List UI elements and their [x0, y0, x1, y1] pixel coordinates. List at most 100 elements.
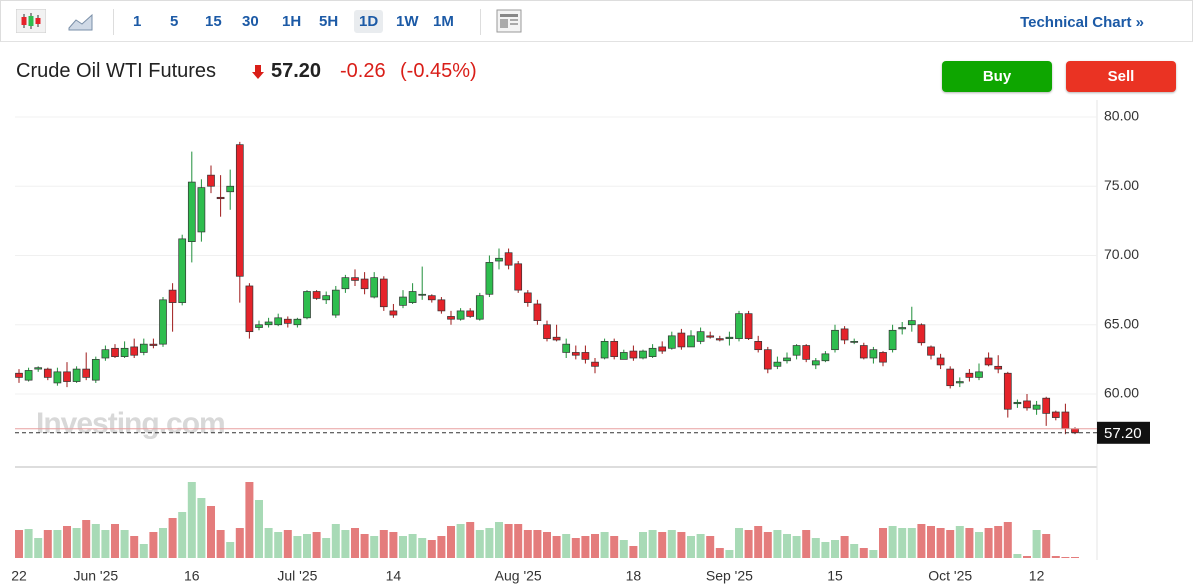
volume-bar: [658, 532, 667, 558]
volume-bar: [370, 536, 379, 558]
x-tick-label: 16: [184, 568, 200, 584]
interval-button[interactable]: 1: [133, 13, 142, 30]
candle-body: [984, 357, 993, 366]
interval-button[interactable]: 5H: [319, 13, 339, 30]
volume-bar: [63, 526, 71, 558]
candle-body: [370, 277, 379, 298]
candle-body: [24, 370, 33, 381]
candle-body: [927, 346, 935, 356]
area-icon[interactable]: [68, 12, 94, 32]
volume-bar: [984, 528, 993, 558]
candle-body: [706, 335, 715, 338]
interval-button[interactable]: 1W: [396, 13, 419, 30]
technical-chart-link[interactable]: Technical Chart »: [1020, 14, 1144, 31]
candle-body: [235, 144, 244, 277]
interval-button[interactable]: 15: [205, 13, 222, 30]
candle-body: [859, 345, 868, 359]
candle-body: [207, 174, 215, 187]
candle-body: [840, 328, 849, 341]
volume-bar: [533, 530, 542, 558]
candle-body: [907, 320, 916, 326]
volume-bar: [341, 530, 350, 558]
volume-bar: [168, 518, 177, 558]
candle-body: [763, 349, 772, 370]
volume-bar: [543, 532, 551, 558]
candle-body: [879, 352, 887, 363]
volume-bar: [1042, 534, 1051, 558]
volume-bar: [888, 526, 897, 558]
volume-bar: [571, 538, 580, 558]
interval-button[interactable]: 30: [242, 13, 259, 30]
volume-bar: [514, 524, 523, 558]
volume-bar: [792, 536, 801, 558]
candle-body: [120, 347, 129, 357]
candle-body: [533, 303, 542, 321]
x-tick-label: 12: [1029, 568, 1045, 584]
volume-bar: [34, 538, 43, 558]
candle-body: [351, 277, 359, 281]
volume-bar: [811, 538, 820, 558]
divider: [113, 9, 114, 35]
volume-bar: [523, 530, 532, 558]
change-pct: (-0.45%): [400, 60, 477, 82]
candle-body: [15, 372, 23, 378]
volume-bar: [600, 532, 609, 558]
volume-bar: [437, 536, 446, 558]
volume-bar: [975, 532, 983, 558]
volume-bar: [687, 536, 695, 558]
volume-bar: [667, 530, 676, 558]
candle-body: [667, 335, 676, 349]
buy-button[interactable]: Buy: [942, 61, 1052, 92]
candle-body: [255, 324, 263, 328]
volume-bar: [226, 542, 235, 558]
volume-bar: [619, 540, 628, 558]
interval-button[interactable]: 5: [170, 13, 179, 30]
candle-body: [91, 359, 100, 381]
volume-bar: [1051, 556, 1060, 558]
volume-bar: [130, 536, 139, 558]
volume-bar: [744, 530, 753, 558]
candle-body: [562, 343, 571, 353]
layout-icon[interactable]: [496, 9, 522, 33]
y-tick-label: 75.00: [1104, 177, 1139, 193]
change: -0.26: [340, 60, 386, 82]
sell-button[interactable]: Sell: [1066, 61, 1176, 92]
candle-body: [773, 361, 782, 367]
instrument-name: Crude Oil WTI Futures: [16, 60, 217, 82]
candle-body: [1042, 397, 1051, 414]
interval-button[interactable]: 1M: [433, 13, 454, 30]
volume-bar: [562, 534, 571, 558]
volume-bar: [447, 526, 455, 558]
volume-bar: [927, 526, 935, 558]
interval-button[interactable]: 1H: [282, 13, 302, 30]
volume-bar: [552, 536, 561, 558]
volume-bar: [1061, 557, 1070, 558]
candle-body: [610, 341, 619, 357]
volume-bar: [495, 522, 503, 558]
volume-bar: [907, 528, 916, 558]
candle-body: [216, 196, 225, 200]
candle-body: [1003, 372, 1012, 410]
candle-body: [197, 187, 206, 233]
volume-bar: [821, 542, 830, 558]
candle-body: [792, 345, 801, 356]
candle-body: [1051, 411, 1060, 418]
x-tick-label: 22: [11, 568, 27, 584]
candle-body: [648, 347, 657, 357]
volume-bar: [504, 524, 513, 558]
volume-bar: [399, 536, 407, 558]
candle-body: [600, 341, 609, 359]
volume-bar: [178, 512, 187, 558]
candle-body: [955, 381, 964, 384]
candle-body: [379, 278, 388, 308]
candle-icon[interactable]: [16, 9, 46, 33]
volume-bar: [197, 498, 206, 558]
toolbar: 1 5 15 30 1H 5H 1D 1W 1M Technical Chart »: [0, 0, 1193, 42]
candle-body: [187, 181, 196, 242]
candle-body: [43, 368, 52, 378]
volume-bar: [149, 532, 158, 558]
candle-body: [63, 371, 71, 382]
candle-body: [581, 352, 590, 360]
interval-button[interactable]: 1D: [354, 10, 384, 33]
